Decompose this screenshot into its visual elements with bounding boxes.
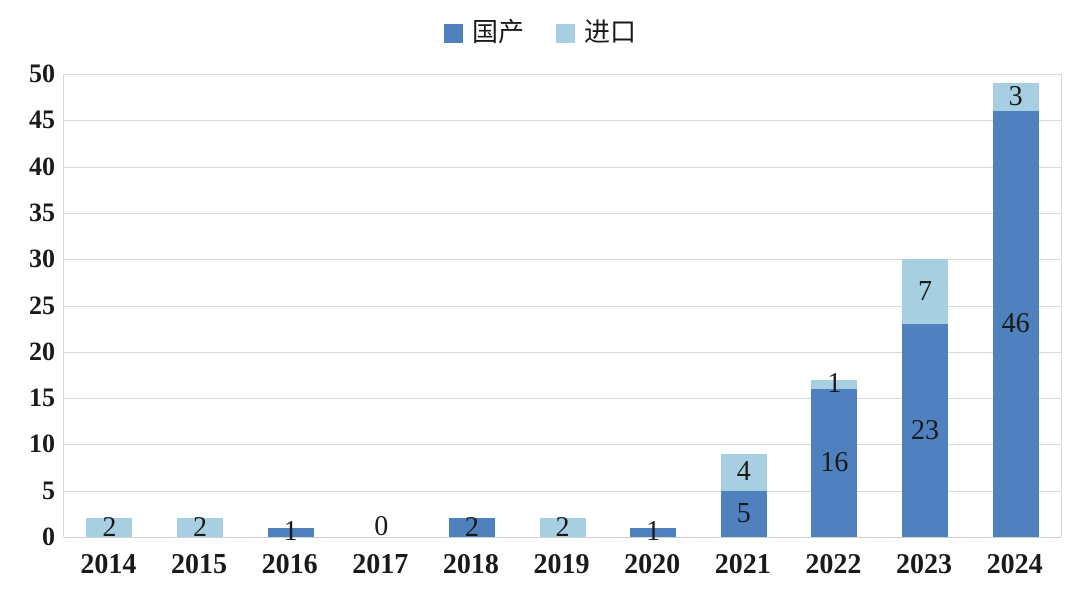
y-tick-label: 40	[29, 151, 55, 181]
legend-label-domestic: 国产	[471, 18, 524, 47]
bar-segment-import-2014	[86, 518, 133, 537]
bar-value-label: 7	[918, 275, 933, 307]
x-tick-label: 2021	[714, 549, 771, 580]
bar-value-label: 0	[374, 511, 389, 542]
x-tick-label: 2017	[352, 549, 409, 580]
bar-segment-import-2022	[811, 379, 858, 389]
y-tick-label: 20	[29, 336, 55, 366]
legend-item-import: 进口	[556, 20, 636, 46]
legend: 国产 进口	[0, 18, 1080, 48]
bar-segment-import-2024	[992, 83, 1039, 112]
bar-segment-domestic-2022	[811, 388, 858, 537]
gridline	[64, 212, 1061, 214]
y-tick-label: 35	[29, 197, 55, 227]
y-tick-label: 10	[29, 429, 55, 459]
gridline	[64, 351, 1061, 353]
gridline	[64, 259, 1061, 261]
plot-area: 2 2 1 0 2 2 1 5 4 16 1 23 7 46 3	[63, 74, 1062, 546]
x-tick-label: 2018	[442, 549, 499, 580]
gridline	[64, 398, 1061, 400]
gridline	[64, 490, 1061, 492]
gridline	[64, 74, 1061, 75]
bar-value-label: 4	[736, 456, 751, 488]
legend-item-domestic: 国产	[443, 18, 524, 47]
bar-value-label: 23	[911, 414, 940, 446]
gridline	[64, 166, 1061, 168]
bar-segment-domestic-2023	[902, 324, 949, 537]
bar-segment-domestic-2016	[267, 527, 314, 537]
y-tick-label: 30	[29, 244, 55, 274]
bar-value-label: 1	[646, 516, 661, 548]
bar-segment-domestic-2024	[992, 111, 1039, 537]
bar-value-label: 2	[102, 511, 117, 543]
bar-value-label: 46	[1001, 308, 1030, 340]
bar-value-label: 1	[283, 516, 298, 548]
bar-value-label: 3	[1008, 81, 1023, 113]
legend-swatch-domestic-icon	[443, 23, 463, 43]
x-tick-label: 2014	[80, 549, 137, 580]
gridline	[64, 120, 1061, 122]
y-tick-label: 5	[42, 475, 55, 505]
y-tick-label: 15	[29, 383, 55, 413]
bar-segment-domestic-2021	[720, 490, 767, 537]
x-tick-label: 2019	[533, 549, 590, 580]
y-tick-label: 25	[29, 290, 55, 320]
bar-value-label: 2	[555, 511, 570, 543]
y-tick-label: 45	[29, 105, 55, 135]
bar-segment-import-2021	[720, 453, 767, 491]
bar-value-label: 5	[736, 497, 751, 529]
bar-value-label: 2	[192, 511, 207, 543]
bar-segment-import-2023	[902, 259, 949, 325]
x-tick-label: 2023	[896, 549, 953, 580]
gridline	[64, 305, 1061, 307]
legend-swatch-import-icon	[556, 23, 575, 43]
bar-value-label: 2	[464, 511, 479, 543]
x-axis-line	[64, 537, 1061, 538]
x-tick-label: 2024	[986, 549, 1043, 580]
bar-segment-import-2019	[539, 518, 586, 537]
gridline	[64, 444, 1061, 446]
bar-segment-domestic-2018	[448, 518, 495, 537]
y-tick-label: 0	[42, 522, 55, 551]
bar-segment-domestic-2020	[630, 527, 677, 537]
legend-label-import: 进口	[584, 18, 637, 47]
x-tick-label: 2020	[624, 549, 681, 580]
bar-value-label: 16	[820, 446, 849, 478]
x-tick-label: 2022	[805, 549, 862, 580]
x-tick-label: 2016	[261, 549, 318, 580]
bar-segment-import-2015	[176, 518, 223, 537]
y-tick-label: 50	[29, 59, 55, 88]
x-tick-label: 2015	[170, 549, 227, 580]
bar-value-label: 1	[827, 368, 842, 400]
